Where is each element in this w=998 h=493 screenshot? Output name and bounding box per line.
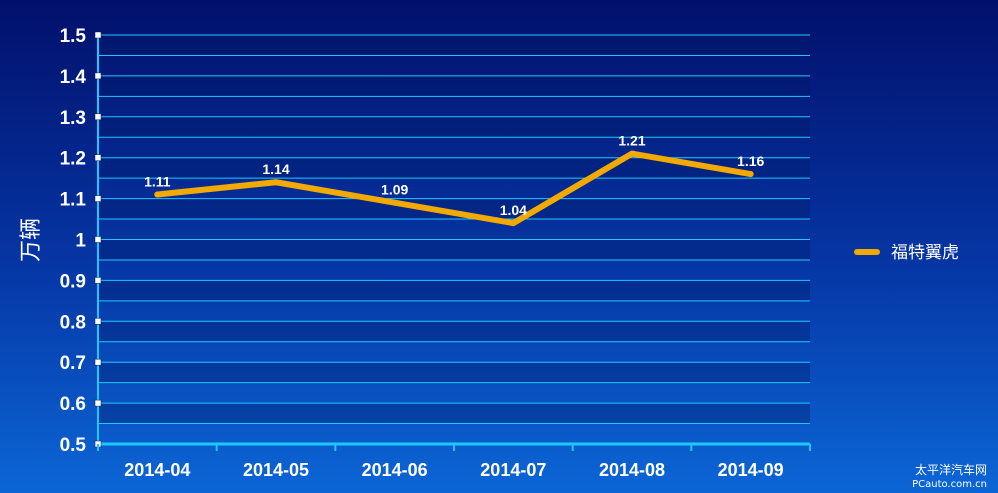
plot-band bbox=[98, 116, 810, 138]
data-label: 1.09 bbox=[381, 182, 408, 198]
data-point bbox=[391, 199, 398, 206]
y-tick-label: 0.5 bbox=[60, 435, 87, 456]
watermark-url: PCauto.com.cn bbox=[912, 479, 987, 490]
plot-bands bbox=[98, 35, 810, 424]
plot-band bbox=[98, 321, 810, 342]
y-axis-label: 万辆 bbox=[19, 218, 44, 262]
y-axis-marker bbox=[94, 154, 102, 161]
y-tick-label: 0.8 bbox=[60, 312, 86, 333]
legend: 福特翼虎 bbox=[854, 243, 959, 263]
plot-band bbox=[98, 75, 810, 97]
data-label: 1.04 bbox=[500, 202, 527, 218]
y-tick-label: 1.2 bbox=[60, 149, 86, 170]
gridlines bbox=[98, 34, 810, 445]
y-tick-label: 1.5 bbox=[60, 26, 87, 47]
y-axis-marker bbox=[94, 72, 102, 80]
x-tick-label: 2014-04 bbox=[124, 460, 190, 480]
plot-band bbox=[98, 35, 810, 56]
y-tick-label: 1.3 bbox=[60, 108, 86, 129]
data-label: 1.14 bbox=[262, 161, 289, 177]
y-tick-label: 1.1 bbox=[60, 190, 87, 211]
x-tick-label: 2014-08 bbox=[599, 460, 665, 480]
data-label: 1.11 bbox=[144, 174, 171, 190]
y-axis-marker bbox=[94, 195, 102, 202]
y-axis-marker bbox=[94, 399, 102, 407]
plot-band bbox=[98, 198, 810, 220]
x-tick-label: 2014-07 bbox=[480, 460, 546, 480]
plot-band bbox=[98, 362, 810, 383]
y-axis-marker bbox=[94, 113, 102, 121]
plot-band bbox=[98, 280, 810, 301]
y-axis-marker bbox=[94, 31, 102, 39]
data-label: 1.16 bbox=[737, 153, 764, 169]
data-points bbox=[154, 150, 754, 227]
data-point bbox=[510, 220, 517, 227]
series-line-ford-kuga bbox=[154, 150, 754, 227]
legend-label: 福特翼虎 bbox=[891, 243, 959, 263]
x-tick-label: 2014-05 bbox=[243, 460, 309, 480]
x-tick-label: 2014-06 bbox=[362, 460, 428, 480]
plot-band bbox=[98, 239, 810, 260]
y-tick-label: 1 bbox=[75, 231, 86, 252]
y-tick-label: 0.9 bbox=[60, 271, 86, 292]
y-tick-label: 0.6 bbox=[60, 394, 86, 415]
y-tick-label: 0.7 bbox=[60, 353, 86, 374]
y-tick-label: 1.4 bbox=[60, 67, 87, 88]
data-point bbox=[273, 179, 279, 186]
x-tick-label: 2014-09 bbox=[718, 460, 784, 480]
plot-band bbox=[98, 403, 810, 424]
y-axis-marker bbox=[94, 358, 102, 366]
watermark: 太平洋汽车网 PCauto.com.cn bbox=[912, 462, 987, 490]
y-tick-labels: 0.5 0.6 0.7 0.8 0.9 1 1.1 1.2 1.3 1.4 1.5 bbox=[60, 26, 87, 456]
data-labels: 1.11 1.14 1.09 1.04 1.21 1.16 bbox=[144, 133, 764, 219]
data-point bbox=[154, 191, 161, 198]
y-axis-marker bbox=[94, 318, 102, 325]
x-tick-labels: 2014-04 2014-05 2014-06 2014-07 2014-08 2014-… bbox=[124, 460, 783, 480]
watermark-cn: 太平洋汽车网 bbox=[915, 462, 987, 477]
y-axis-marker bbox=[94, 236, 102, 243]
plot-band bbox=[98, 157, 810, 179]
y-axis-marker bbox=[94, 277, 102, 284]
data-point bbox=[629, 150, 635, 157]
data-point bbox=[747, 171, 754, 178]
data-label: 1.21 bbox=[618, 133, 645, 149]
x-axis-ticks bbox=[97, 444, 811, 451]
